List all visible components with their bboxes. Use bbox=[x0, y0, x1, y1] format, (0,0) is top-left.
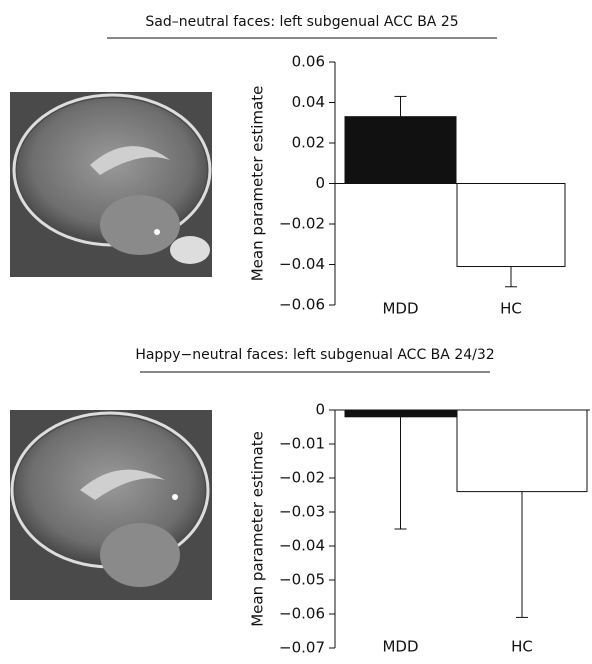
x-tick-label: HC bbox=[511, 638, 533, 656]
bar bbox=[457, 184, 565, 267]
bar bbox=[457, 410, 587, 492]
y-tick-label: −0.04 bbox=[279, 537, 325, 555]
chart-title: Happy−neutral faces: left subgenual ACC … bbox=[135, 347, 494, 363]
page: {"chart_data": [ {"type": "bar", "title"… bbox=[0, 0, 592, 664]
y-tick-label: 0.02 bbox=[292, 134, 325, 152]
x-tick-label: MDD bbox=[382, 300, 418, 318]
bar bbox=[345, 117, 456, 184]
y-tick-label: −0.04 bbox=[279, 255, 325, 273]
y-tick-label: −0.01 bbox=[279, 435, 325, 453]
y-tick-label: 0.06 bbox=[292, 53, 325, 71]
y-tick-label: −0.03 bbox=[279, 503, 325, 521]
y-axis-label: Mean parameter estimate bbox=[249, 431, 267, 627]
figure: Sad–neutral faces: left subgenual ACC BA… bbox=[0, 0, 592, 660]
y-axis-label: Mean parameter estimate bbox=[249, 86, 267, 282]
y-tick-label: −0.07 bbox=[279, 639, 325, 657]
brain-image bbox=[10, 410, 212, 600]
y-tick-label: −0.06 bbox=[279, 605, 325, 623]
y-tick-label: 0 bbox=[315, 174, 325, 192]
y-tick-label: −0.02 bbox=[279, 469, 325, 487]
y-tick-label: 0 bbox=[315, 401, 325, 419]
y-tick-label: 0.04 bbox=[292, 93, 325, 111]
y-tick-label: −0.06 bbox=[279, 296, 325, 314]
x-tick-label: HC bbox=[500, 300, 522, 318]
y-tick-label: −0.05 bbox=[279, 571, 325, 589]
chart-title: Sad–neutral faces: left subgenual ACC BA… bbox=[145, 14, 458, 30]
bar bbox=[345, 410, 456, 417]
x-tick-label: MDD bbox=[382, 638, 418, 656]
y-tick-label: −0.02 bbox=[279, 215, 325, 233]
brain-image bbox=[10, 92, 212, 277]
